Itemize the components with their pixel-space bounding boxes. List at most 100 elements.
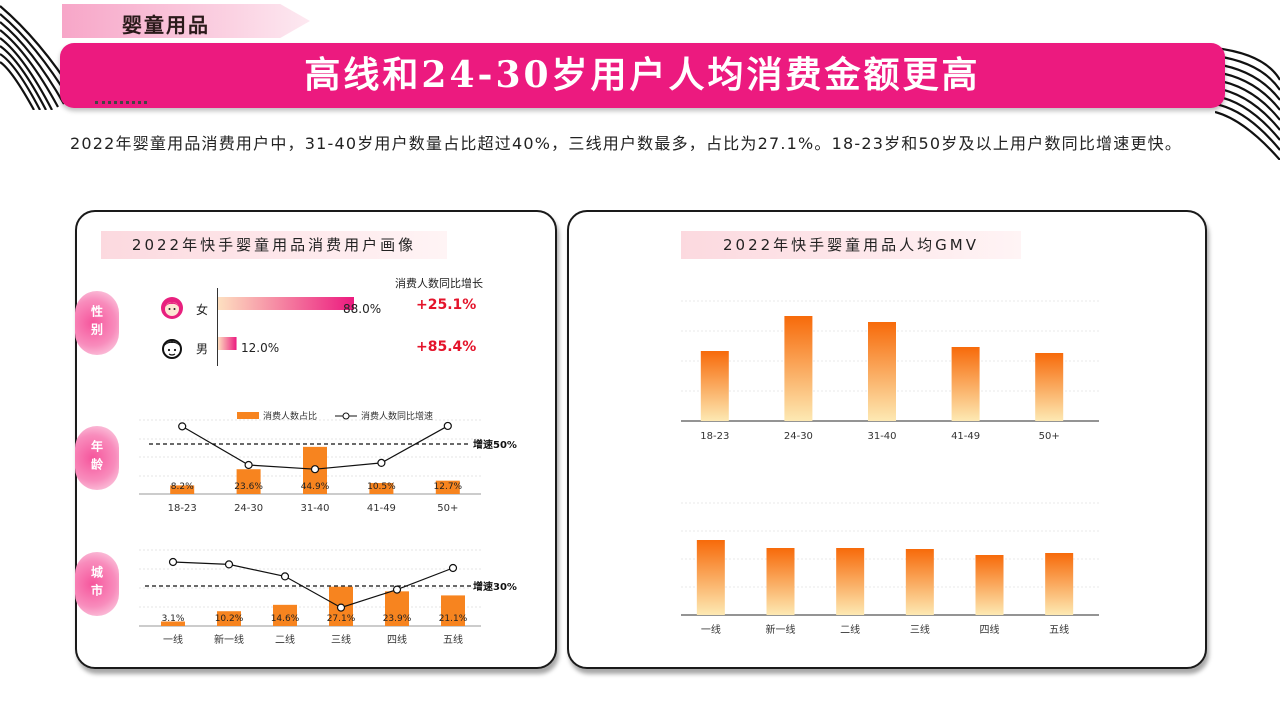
gmv-city-chart: 一线 新一线 二线 三线 四线 五线 [681,502,1099,636]
growth-point-三线 [336,603,346,612]
dotted-divider [95,101,147,104]
growth-point-41-49 [377,458,386,468]
gmv-bar-三线 [905,549,934,615]
legend-line-label: 消费人数同比增速 [361,410,433,422]
growth-line [172,561,454,609]
category-label: 24-30 [234,503,263,514]
category-label: 新一线 [766,623,796,636]
page-title: 高线和24-30岁用户人均消费金额更高 [304,54,981,96]
gmv-bar-24-30 [784,316,813,421]
bar-41-49 [369,482,394,494]
bar-value-label: 27.1% [327,614,356,624]
gmv-bar-一线 [696,540,725,615]
gender-axis-line [217,288,218,366]
category-label: 41-49 [367,503,396,514]
female-growth-value: +25.1% [416,297,477,313]
category-tag: 婴童用品 [62,4,310,38]
category-label: 二线 [840,623,860,636]
gmv-bar-18-23 [700,351,729,421]
growth-point-新一线 [224,560,234,569]
category-label: 五线 [1049,623,1069,636]
category-label: 18-23 [168,503,197,514]
category-label: 31-40 [867,431,896,442]
bar-value-label: 44.9% [301,482,330,492]
bar-value-label: 10.5% [367,482,396,492]
category-label: 一线 [163,633,183,646]
category-label: 18-23 [700,431,729,442]
category-label: 三线 [910,623,930,636]
male-share-value: 12.0% [241,341,280,355]
category-label: 新一线 [214,633,244,646]
gender-share-bars [218,297,354,350]
reference-line-label: 增速30% [473,580,517,593]
bar-value-label: 12.7% [434,482,463,492]
female-share-value: 88.0% [343,302,382,316]
growth-point-四线 [392,585,402,594]
female-label: 女 [196,303,209,317]
male-label: 男 [196,342,209,356]
category-label: 四线 [980,623,1000,636]
bar-value-label: 8.2% [171,482,194,492]
age-chart: 8.2% 18-23 23.6% 24-30 44.9% 31-40 10.5% 41-49 1… [139,410,517,514]
female-user-icon [161,297,183,319]
bar-四线 [385,591,409,626]
user-profile-panel-title: 2022年快手婴童用品消费用户画像 [101,231,447,259]
bar-value-label: 14.6% [271,614,300,624]
category-label: 24-30 [784,431,813,442]
gmv-bar-五线 [1045,553,1074,615]
gmv-bar-41-49 [951,347,980,421]
category-label: 五线 [443,633,463,646]
category-label: 50+ [437,503,458,514]
bar-50+ [435,480,460,494]
category-label: 41-49 [951,431,980,442]
gmv-age-chart: 18-23 24-30 31-40 41-49 50+ [681,300,1099,442]
category-label: 四线 [387,633,407,646]
growth-point-50+ [443,421,452,431]
bar-value-label: 3.1% [162,614,185,624]
category-label: 31-40 [300,503,329,514]
bar-新一线 [217,611,241,626]
growth-point-五线 [448,563,458,573]
legend-bar-swatch [237,412,259,419]
bar-value-label: 23.9% [383,614,412,624]
growth-point-二线 [280,572,290,581]
bar-value-label: 23.6% [234,482,263,492]
category-label: 一线 [701,623,721,636]
gmv-bar-四线 [975,555,1004,615]
legend-bar-label: 消费人数占比 [263,410,317,422]
gmv-bar-31-40 [868,322,896,421]
bar-18-23 [170,485,195,494]
growth-point-24-30 [244,460,253,470]
category-label: 二线 [275,633,295,646]
bar-24-30 [236,469,261,494]
gender-growth-header: 消费人数同比增长 [395,277,483,290]
category-label: 三线 [331,633,351,646]
gender-bar-1 [218,337,237,350]
legend-line-marker [342,412,350,420]
age-section-label: 年龄 [75,426,119,490]
gmv-bar-50+ [1035,353,1064,421]
user-profile-panel: 2022年快手婴童用品消费用户画像 性别 年龄 城市 消费人数同比增长 女 男 … [75,210,557,669]
gender-section-label: 性别 [75,291,119,355]
gender-bar-0 [218,297,354,310]
reference-line-label: 增速50% [473,438,517,451]
summary-text: 2022年婴童用品消费用户中，31-40岁用户数量占比超过40%，三线用户数最多… [70,134,1183,153]
growth-point-18-23 [178,422,187,431]
bar-五线 [441,595,465,626]
bar-value-label: 10.2% [215,614,244,624]
male-user-icon [162,339,182,359]
category-tag-label: 婴童用品 [122,13,210,37]
bar-二线 [273,604,297,626]
gmv-panel: 2022年快手婴童用品人均GMV 18-23 24-30 31-40 41-49 50+… [567,210,1207,669]
growth-point-31-40 [310,465,320,474]
gmv-panel-title: 2022年快手婴童用品人均GMV [681,231,1021,259]
category-label: 50+ [1039,431,1060,442]
male-growth-value: +85.4% [416,339,477,355]
bar-value-label: 21.1% [439,614,468,624]
growth-point-一线 [168,557,178,567]
city-chart: 3.1% 一线 10.2% 新一线 14.6% 二线 27.1% 三线 23.9% 四线 21.1%… [139,549,517,646]
headline-banner: 高线和24-30岁用户人均消费金额更高 [60,43,1225,108]
city-section-label: 城市 [75,552,119,616]
gmv-bar-二线 [836,548,865,615]
bar-一线 [161,621,185,626]
